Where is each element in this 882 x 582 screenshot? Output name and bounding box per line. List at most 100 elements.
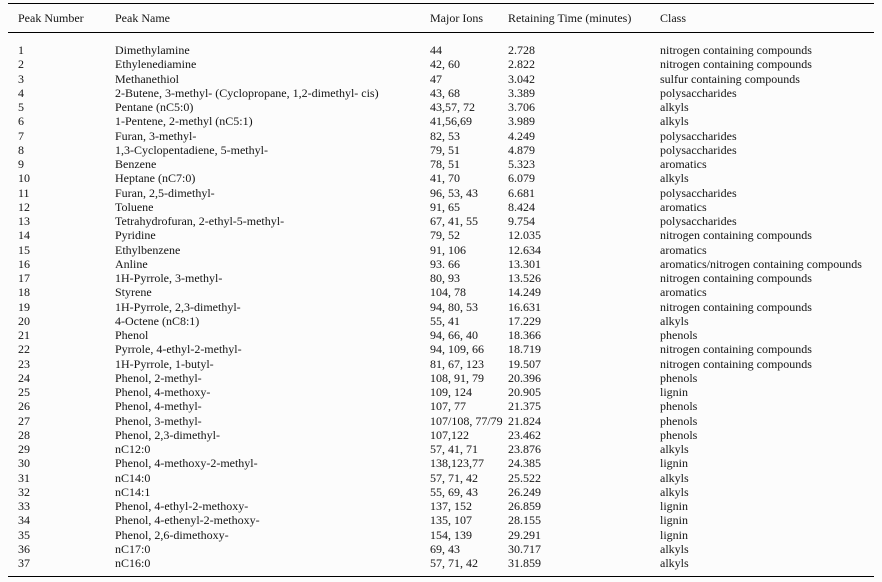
cell-major-ions: 107, 77 [430,399,466,414]
table-row: 27 Phenol, 3-methyl- 107/108, 77/79 21.824 p… [8,414,874,428]
cell-peak-name: Tetrahydrofuran, 2-ethyl-5-methyl- [115,214,285,228]
cell-peak-number: 5 [18,100,24,114]
cell-peak-name: Anline [115,256,148,271]
cell-class: lignin [660,385,689,399]
cell-peak-name: Furan, 2,5-dimethyl- [115,185,215,200]
cell-class: lignin [660,499,689,513]
cell-class: alkyls [660,541,689,556]
cell-major-ions: 91, 65 [430,199,460,214]
cell-retaining-time: 20.905 [508,385,541,399]
cell-retaining-time: 12.634 [508,242,541,257]
cell-peak-number: 37 [18,556,30,570]
table-row: 32 nC14:1 55, 69, 43 26.249 alkyls [8,485,874,499]
cell-peak-number: 4 [18,85,24,100]
cell-peak-number: 19 [18,299,30,314]
cell-major-ions: 44 [430,43,442,57]
table-row: 17 1H-Pyrrole, 3-methyl- 80, 93 13.526 nitro… [8,271,874,285]
cell-major-ions: 107,122 [430,427,469,442]
cell-class: phenols [660,370,698,385]
column-header-peak-name: Peak Name [115,3,430,33]
cell-peak-number: 21 [18,328,30,342]
cell-class: polysaccharides [660,142,737,157]
cell-class: aromatics [660,242,707,257]
cell-major-ions: 43, 68 [430,85,460,100]
cell-retaining-time: 18.719 [508,342,541,357]
table-row: 6 1-Pentene, 2-methyl (nC5:1) 41,56,69 3.98… [8,114,874,128]
cell-peak-number: 9 [18,157,24,171]
cell-peak-name: Phenol, 4-methoxy- [115,385,211,399]
cell-peak-name: Benzene [115,157,157,171]
cell-peak-number: 20 [18,313,30,328]
cell-retaining-time: 2.728 [508,43,535,57]
table-row: 14 Pyridine 79, 52 12.035 nitrogen containin… [8,228,874,242]
cell-peak-name: Furan, 3-methyl- [115,128,197,143]
cell-peak-name: 1,3-Cyclopentadiene, 5-methyl- [115,142,268,157]
table-row: 30 Phenol, 4-methoxy-2-methyl- 138,123,77 2… [8,456,874,470]
cell-class: phenols [660,413,698,428]
cell-peak-number: 3 [18,71,24,86]
cell-class: alkyls [660,100,689,114]
cell-retaining-time: 3.989 [508,114,535,129]
cell-major-ions: 154, 139 [430,527,472,542]
cell-peak-name: Ethylenediamine [115,57,197,72]
cell-peak-name: Dimethylamine [115,43,190,57]
table-row: 18 Styrene 104, 78 14.249 aromatics [8,285,874,299]
cell-class: nitrogen containing compounds [660,271,812,285]
cell-peak-number: 15 [18,242,30,257]
table-row: 15 Ethylbenzene 91, 106 12.634 aromatics [8,243,874,257]
cell-major-ions: 82, 53 [430,128,460,143]
table-row: 20 4-Octene (nC8:1) 55, 41 17.229 alkyls [8,314,874,328]
table-row: 26 Phenol, 4-methyl- 107, 77 21.375 phenols [8,399,874,413]
column-header-retaining-time: Retaining Time (minutes) [508,3,660,33]
cell-major-ions: 67, 41, 55 [430,214,478,228]
cell-retaining-time: 13.526 [508,271,541,285]
cell-peak-name: Ethylbenzene [115,242,181,257]
cell-class: polysaccharides [660,214,737,228]
cell-class: aromatics/nitrogen containing compounds [660,256,862,271]
table-row: 5 Pentane (nC5:0) 43,57, 72 3.706 alkyls [8,100,874,114]
cell-peak-number: 1 [18,43,24,57]
cell-major-ions: 107/108, 77/79 [430,413,503,428]
cell-class: phenols [660,427,698,442]
cell-peak-number: 2 [18,57,24,72]
table-row: 33 Phenol, 4-ethyl-2-methoxy- 137, 152 26.8… [8,499,874,513]
cell-retaining-time: 2.822 [508,57,535,72]
cell-peak-number: 33 [18,499,30,513]
cell-peak-number: 30 [18,456,30,471]
cell-major-ions: 55, 69, 43 [430,484,478,499]
cell-retaining-time: 20.396 [508,370,541,385]
cell-class: nitrogen containing compounds [660,57,812,72]
cell-peak-name: Phenol, 4-ethenyl-2-methoxy- [115,513,260,528]
table-row: 9 Benzene 78, 51 5.323 aromatics [8,157,874,171]
cell-major-ions: 78, 51 [430,157,460,171]
cell-major-ions: 80, 93 [430,271,460,285]
cell-major-ions: 79, 52 [430,228,460,243]
cell-retaining-time: 3.042 [508,71,535,86]
cell-class: alkyls [660,470,689,485]
cell-major-ions: 69, 43 [430,541,460,556]
cell-peak-name: 2-Butene, 3-methyl- (Cyclopropane, 1,2-d… [115,85,379,100]
cell-class: alkyls [660,114,689,129]
cell-class: lignin [660,513,689,528]
cell-peak-name: Phenol, 4-ethyl-2-methoxy- [115,499,249,513]
cell-class: polysaccharides [660,85,737,100]
cell-major-ions: 109, 124 [430,385,472,399]
cell-peak-name: Pyrrole, 4-ethyl-2-methyl- [115,342,242,357]
column-header-class: Class [660,3,874,33]
cell-class: nitrogen containing compounds [660,356,812,371]
cell-retaining-time: 4.249 [508,128,535,143]
cell-retaining-time: 29.291 [508,527,541,542]
cell-major-ions: 94, 109, 66 [430,342,484,357]
cell-major-ions: 104, 78 [430,285,466,300]
table-row: 24 Phenol, 2-methyl- 108, 91, 79 20.396 phen… [8,371,874,385]
table-row: 34 Phenol, 4-ethenyl-2-methoxy- 135, 107 28… [8,513,874,527]
cell-peak-name: Styrene [115,285,152,300]
cell-retaining-time: 21.375 [508,399,541,414]
table-row: 10 Heptane (nC7:0) 41, 70 6.079 alkyls [8,171,874,185]
table-row: 11 Furan, 2,5-dimethyl- 96, 53, 43 6.681 pol… [8,186,874,200]
cell-peak-number: 7 [18,128,24,143]
table-row: 8 1,3-Cyclopentadiene, 5-methyl- 79, 51 4.8… [8,143,874,157]
cell-major-ions: 135, 107 [430,513,472,528]
table-row: 19 1H-Pyrrole, 2,3-dimethyl- 94, 80, 53 16.… [8,300,874,314]
cell-retaining-time: 21.824 [508,413,541,428]
